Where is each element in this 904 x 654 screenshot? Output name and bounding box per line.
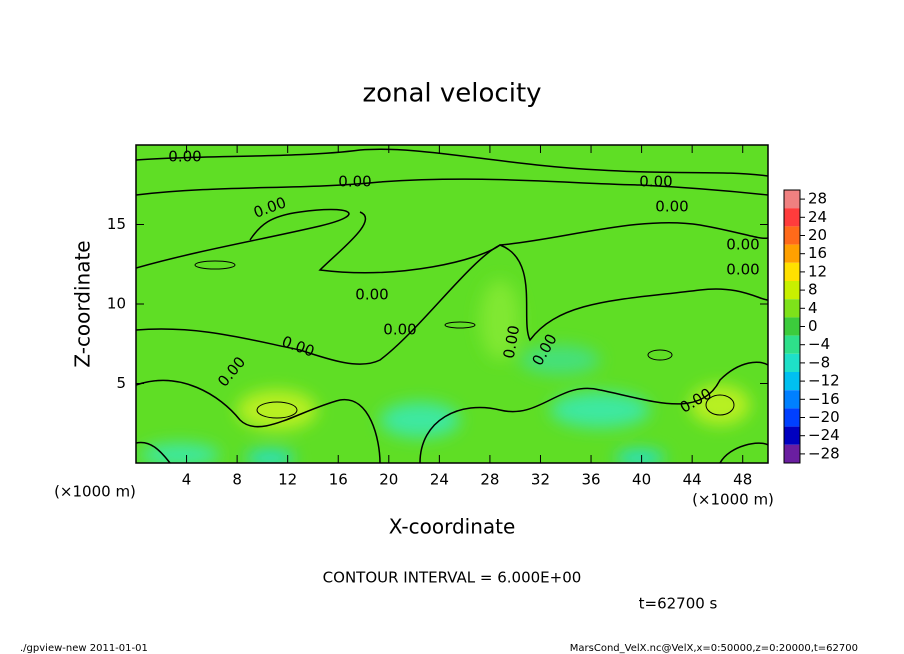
- colorbar-swatch: [784, 226, 800, 245]
- colorbar-tick-label: 16: [808, 244, 827, 262]
- contour-line: [705, 394, 735, 416]
- x-tick-label: 32: [531, 471, 550, 489]
- contour-label: 0.00: [355, 286, 388, 304]
- contour-line: [444, 321, 476, 329]
- y-axis-label: Z-coordinate: [71, 240, 95, 367]
- chart-title: zonal velocity: [362, 79, 541, 109]
- colorbar-swatch: [784, 390, 800, 409]
- contour-label: 0.00: [726, 236, 759, 254]
- colorbar-swatch: [784, 426, 800, 445]
- contour-label: 0.00: [338, 173, 371, 191]
- contour-label: 0.00: [383, 321, 416, 339]
- colorbar-tick-label: −12: [808, 372, 840, 390]
- contour-line: [194, 260, 236, 270]
- colorbar-swatch: [784, 208, 800, 227]
- contour-line: [136, 178, 768, 196]
- contour-interval: CONTOUR INTERVAL = 6.000E+00: [323, 569, 582, 587]
- colorbar-swatch: [784, 372, 800, 391]
- contour-line: [136, 148, 768, 177]
- x-tick-label: 36: [581, 471, 600, 489]
- colorbar-tick-label: −4: [808, 335, 830, 353]
- contour-label: 0.00: [726, 261, 759, 279]
- time-label: t=62700 s: [639, 595, 718, 613]
- x-axis-label: X-coordinate: [389, 515, 516, 539]
- contour-label: 0.00: [655, 198, 688, 216]
- colorbar-tick-label: 8: [808, 281, 818, 299]
- contour-line: [136, 379, 381, 463]
- colorbar-swatch: [784, 335, 800, 354]
- x-tick-label: 12: [278, 471, 297, 489]
- contour-label: 0.00: [639, 173, 672, 191]
- colorbar-tick-label: 4: [808, 299, 818, 317]
- colorbar-swatch: [784, 408, 800, 427]
- field-spot: [480, 280, 520, 360]
- y-tick-label: 10: [107, 295, 126, 313]
- colorbar-tick-label: 28: [808, 190, 827, 208]
- colorbar-swatch: [784, 444, 800, 463]
- colorbar-tick-label: −20: [808, 408, 840, 426]
- contour-line: [419, 361, 768, 463]
- colorbar-swatch: [784, 299, 800, 318]
- field-spot: [237, 390, 317, 430]
- y-tick-label: 15: [107, 215, 126, 233]
- colorbar-tick-label: 0: [808, 317, 818, 335]
- x-unit-label: (×1000 m): [692, 491, 774, 509]
- x-tick-label: 8: [232, 471, 242, 489]
- field-spot: [550, 392, 650, 428]
- colorbar-tick-label: 20: [808, 226, 827, 244]
- y-tick-label: 5: [116, 374, 126, 392]
- contour-line: [136, 441, 768, 463]
- colorbar-swatch: [784, 262, 800, 281]
- field-spot: [380, 402, 460, 438]
- x-tick-label: 40: [632, 471, 651, 489]
- contour-lines: [136, 148, 768, 463]
- x-tick-label: 20: [379, 471, 398, 489]
- x-tick-label: 28: [480, 471, 499, 489]
- field-spot: [140, 443, 220, 463]
- colorbar-tick-label: −16: [808, 390, 840, 408]
- field-spot: [615, 450, 665, 463]
- colorbar-tick-label: 24: [808, 208, 827, 226]
- x-unit-label: (×1000 m): [54, 483, 136, 501]
- colorbar-tick-label: 12: [808, 262, 827, 280]
- footer-right: MarsCond_VelX.nc@VelX,x=0:50000,z=0:2000…: [570, 643, 858, 654]
- field-spot: [690, 385, 750, 425]
- field-spot: [520, 345, 600, 375]
- colorbar-swatch: [784, 317, 800, 336]
- x-tick-label: 16: [329, 471, 348, 489]
- x-tick-label: 44: [683, 471, 702, 489]
- field-spot: [245, 450, 295, 463]
- contour-label: 0.00: [168, 148, 201, 166]
- contour-line: [256, 401, 298, 419]
- x-tick-label: 4: [182, 471, 192, 489]
- field: [136, 145, 768, 463]
- colorbar-swatch: [784, 281, 800, 300]
- x-tick-label: 24: [430, 471, 449, 489]
- colorbar-swatch: [784, 244, 800, 263]
- colorbar-swatch: [784, 190, 800, 209]
- field-shading: [140, 280, 750, 463]
- colorbar-tick-label: −24: [808, 426, 840, 444]
- colorbar-swatch: [784, 353, 800, 372]
- x-tick-label: 48: [733, 471, 752, 489]
- footer-left: ./gpview-new 2011-01-01: [20, 643, 148, 654]
- contour-line: [136, 244, 768, 365]
- colorbar-tick-label: −8: [808, 353, 830, 371]
- contour-line: [647, 349, 673, 361]
- contour-label: 0.00: [500, 324, 524, 360]
- colorbar-tick-label: −28: [808, 444, 840, 462]
